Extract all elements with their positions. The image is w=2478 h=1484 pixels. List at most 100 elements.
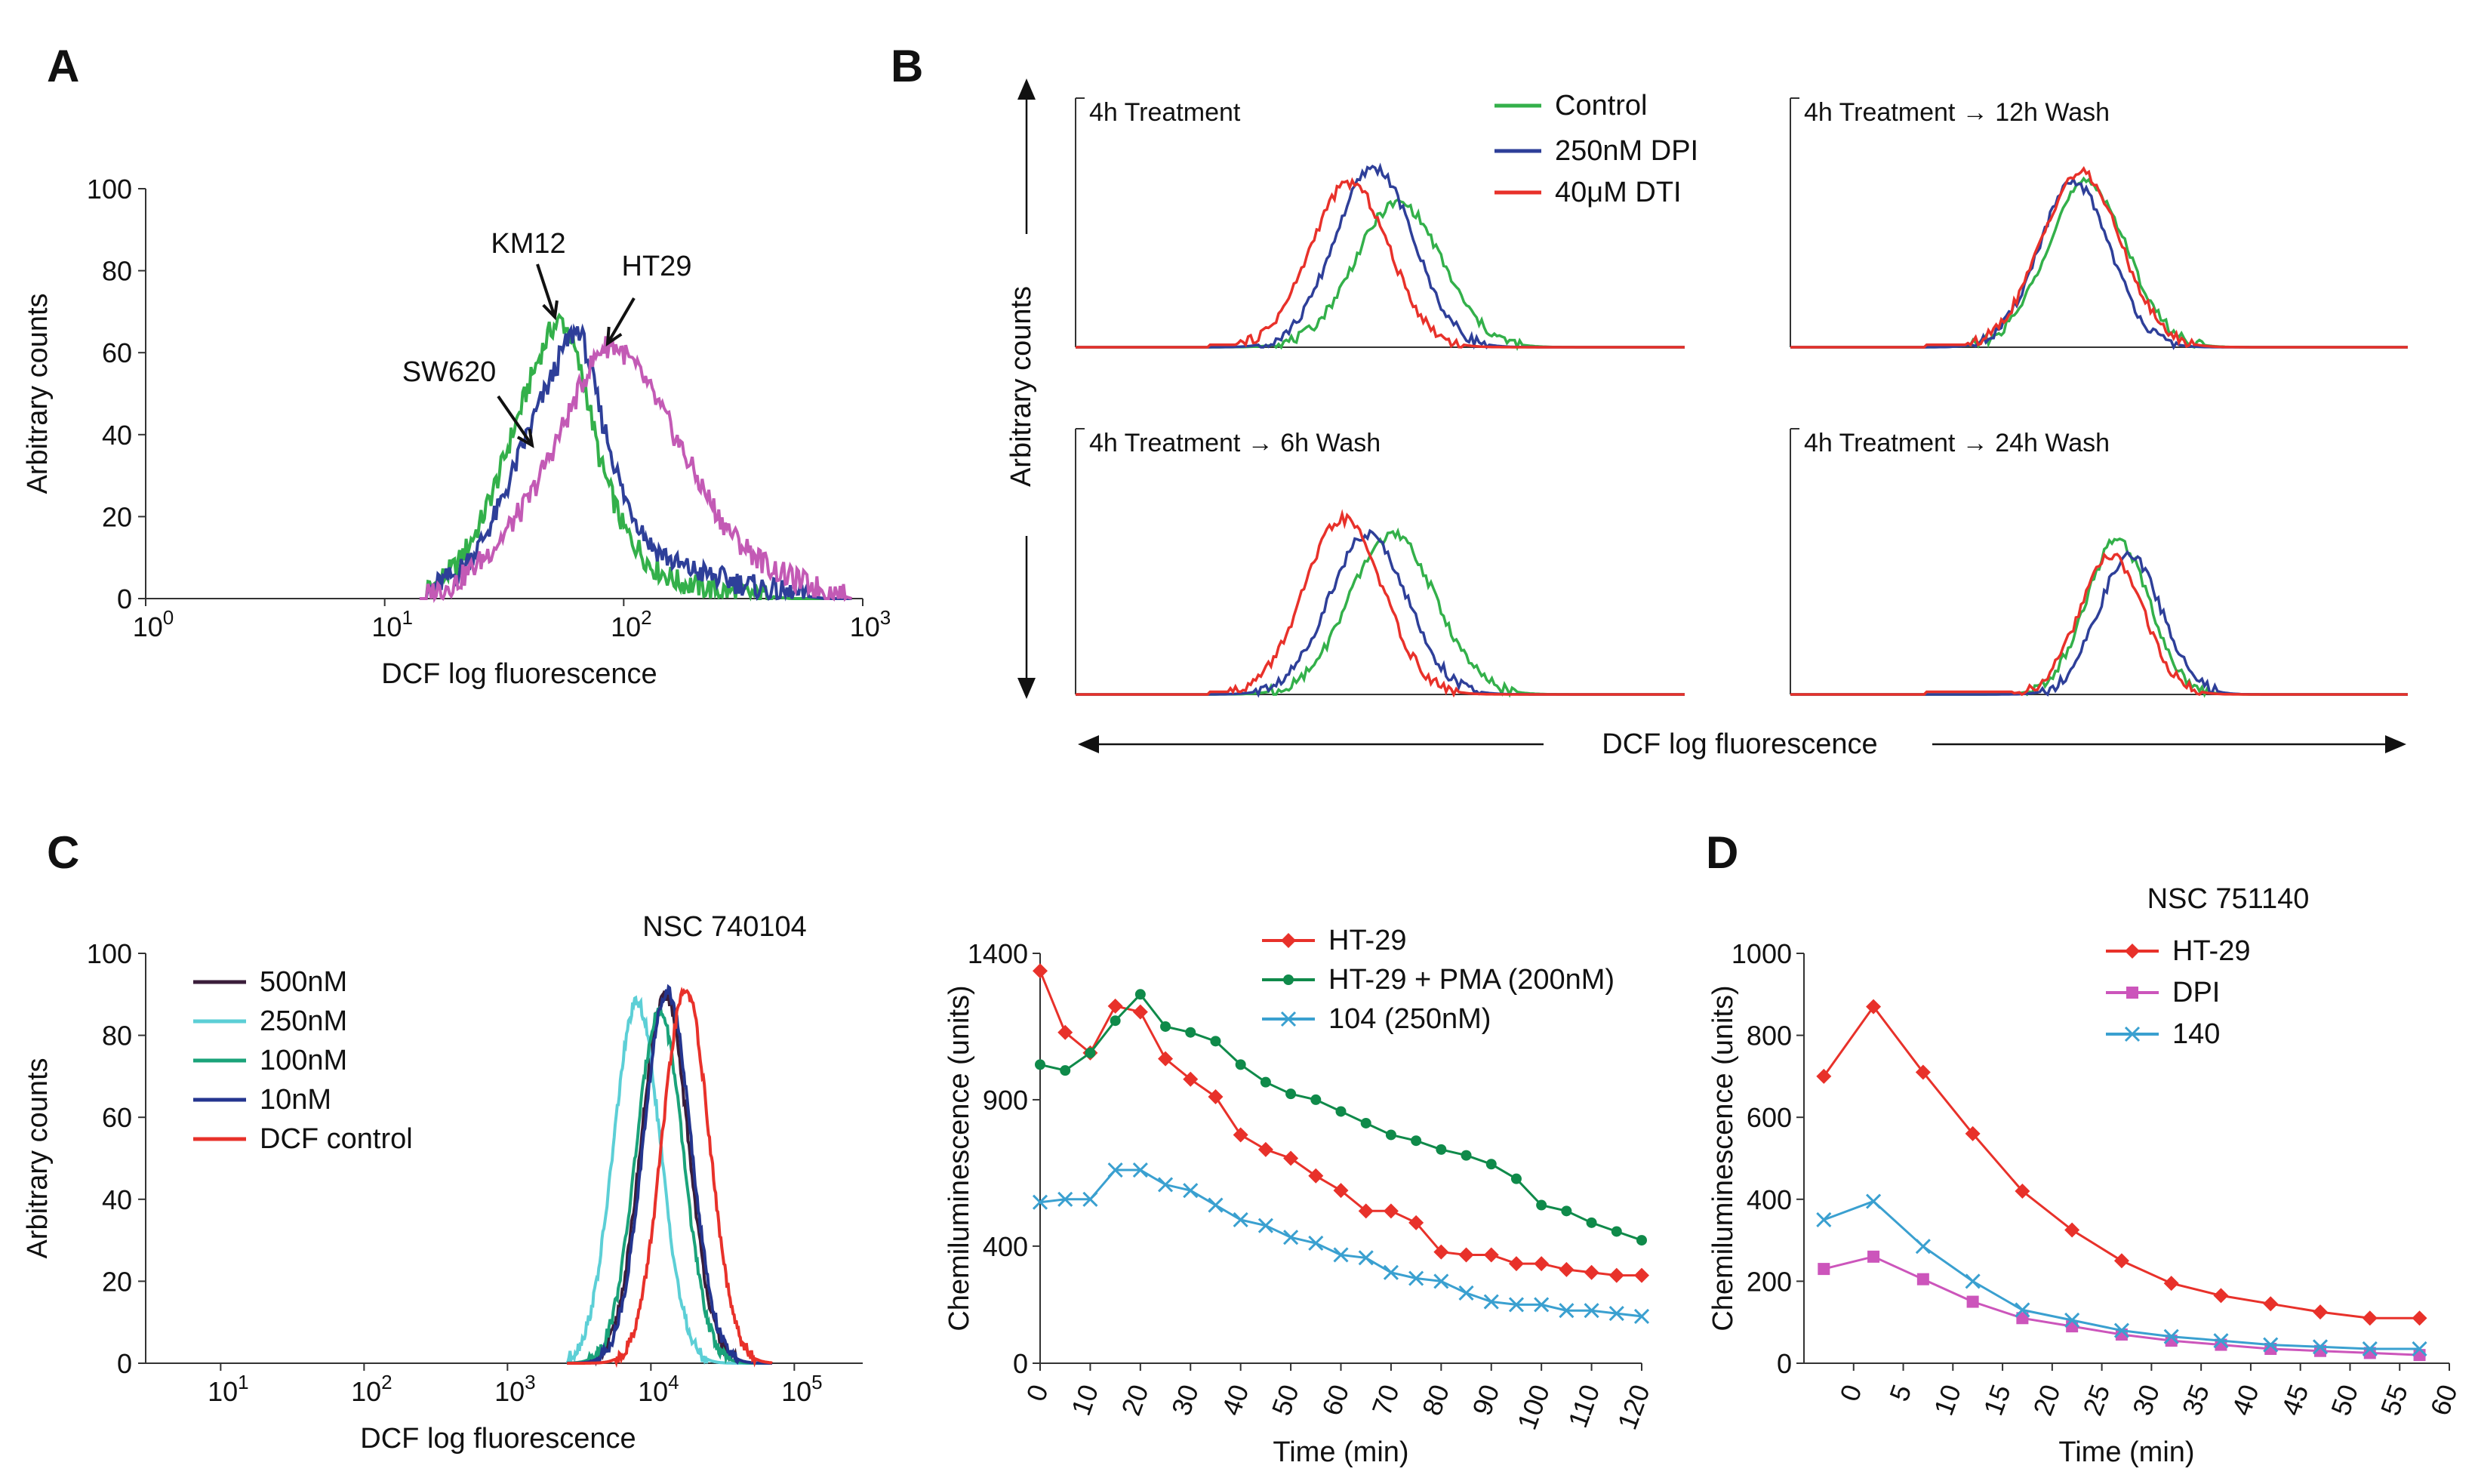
panel-label-c: C — [47, 827, 79, 878]
data-point — [1358, 1250, 1374, 1266]
data-point — [1483, 1294, 1499, 1310]
data-point — [1235, 1059, 1246, 1070]
data-point — [2312, 1339, 2329, 1355]
series-line — [1076, 509, 1685, 698]
data-point — [1866, 999, 1882, 1014]
annotation-arrow — [536, 263, 556, 318]
data-point — [1060, 1065, 1071, 1076]
legend-marker — [2124, 1026, 2141, 1042]
data-point — [1561, 1205, 1572, 1217]
data-point — [1107, 1162, 1123, 1178]
x-tick-label: 25 — [2076, 1381, 2116, 1420]
x-tick-label: 15 — [1978, 1381, 2017, 1420]
panel-label-b: B — [891, 41, 923, 91]
data-point — [2413, 1349, 2426, 1362]
legend-label: 104 (250nM) — [1328, 1003, 1491, 1035]
x-tick-label: 101 — [371, 606, 413, 642]
data-point — [1536, 1199, 1547, 1211]
data-point — [1867, 1250, 1880, 1263]
data-point — [1534, 1256, 1550, 1272]
data-point — [1185, 1027, 1196, 1038]
series-line — [1790, 165, 2408, 349]
y-tick-label: 600 — [1747, 1102, 1792, 1133]
series-line — [1076, 528, 1685, 698]
series-line-ht29 — [419, 336, 853, 604]
data-point — [1310, 1094, 1322, 1105]
data-point — [1210, 1036, 1221, 1047]
data-point — [1183, 1183, 1199, 1199]
y-tick-label: 0 — [1777, 1348, 1792, 1379]
data-point — [1032, 1194, 1048, 1210]
x-tick-label: 90 — [1466, 1381, 1505, 1420]
x-axis-label: Time (min) — [2058, 1436, 2194, 1468]
data-point — [1965, 1125, 1981, 1141]
data-point — [2015, 1302, 2030, 1318]
y-tick-label: 900 — [983, 1085, 1028, 1116]
data-point — [1816, 1212, 1832, 1228]
data-point — [1085, 1047, 1096, 1058]
series-line — [1076, 527, 1685, 698]
data-point — [2113, 1322, 2129, 1338]
x-tick-label: 102 — [351, 1371, 392, 1407]
chart-c-histogram: 0 20 40 60 80 100 101 102 103 104 105 DCF log fluor… — [22, 911, 863, 1455]
legend-label: HT-29 + PMA (200nM) — [1328, 964, 1615, 996]
legend-label: Control — [1555, 90, 1648, 122]
data-point — [2313, 1304, 2328, 1320]
chart-c-timecourse: 0 400 900 1400 0 10 20 30 40 50 60 70 80 90 100 110 120 T… — [943, 925, 1656, 1468]
data-point — [1408, 1270, 1424, 1286]
panel-label-d: D — [1706, 827, 1738, 878]
data-point — [1033, 963, 1048, 979]
data-point — [1534, 1297, 1550, 1313]
x-tick-label: 0 — [1833, 1381, 1867, 1405]
data-point — [2412, 1341, 2427, 1357]
annotation-arrow — [606, 297, 636, 345]
series-line — [1076, 177, 1685, 349]
data-point — [1183, 1071, 1199, 1087]
annotation-arrowhead — [516, 428, 534, 448]
data-point — [1559, 1261, 1575, 1277]
y-axis-label: Arbitrary counts — [22, 1058, 54, 1258]
data-point — [1160, 1021, 1171, 1032]
data-point — [1866, 1193, 1882, 1209]
x-tick-label: 30 — [2126, 1381, 2166, 1420]
y-axis-label: Chemiluminescence (units) — [943, 985, 975, 1331]
subplot-2: 4h Treatment → 12h Wash — [1790, 97, 2408, 350]
x-arrow-head — [1078, 735, 1099, 753]
subplot-title: 4h Treatment → 12h Wash — [1804, 98, 2110, 127]
y-tick-label: 60 — [102, 1102, 132, 1133]
legend-marker — [2125, 944, 2140, 959]
data-point — [1057, 1024, 1073, 1040]
subplot-title: 4h Treatment → 6h Wash — [1089, 429, 1381, 457]
legend-label: 250nM — [260, 1005, 347, 1037]
x-tick-label: 103 — [494, 1371, 536, 1407]
data-point — [1260, 1076, 1271, 1088]
data-point — [2163, 1276, 2179, 1292]
data-point — [1132, 1004, 1148, 1020]
annotation-km12: KM12 — [491, 228, 565, 260]
data-point — [1915, 1064, 1931, 1080]
x-tick-label: 20 — [1115, 1381, 1154, 1420]
x-tick-label: 35 — [2176, 1381, 2215, 1420]
data-point — [1508, 1297, 1525, 1313]
data-point — [1510, 1173, 1522, 1184]
legend-label: DPI — [2172, 977, 2220, 1008]
y-tick-label: 100 — [87, 938, 132, 969]
y-tick-label: 1000 — [1732, 938, 1792, 969]
data-point — [1358, 1203, 1374, 1219]
y-tick-label: 800 — [1747, 1021, 1792, 1051]
data-point — [1483, 1247, 1499, 1263]
y-tick-label: 200 — [1747, 1266, 1792, 1297]
x-tick-label: 102 — [611, 606, 652, 642]
data-point — [1385, 1129, 1396, 1141]
data-point — [1965, 1273, 1981, 1289]
data-point — [1383, 1203, 1399, 1219]
x-tick-label: 120 — [1611, 1381, 1656, 1433]
data-point — [1433, 1244, 1449, 1260]
legend-marker — [1281, 933, 1296, 948]
data-point — [2213, 1333, 2229, 1349]
x-tick-label: 5 — [1883, 1381, 1917, 1405]
data-point — [1233, 1127, 1248, 1143]
data-point — [1335, 1106, 1347, 1117]
y-tick-label: 40 — [102, 1184, 132, 1215]
